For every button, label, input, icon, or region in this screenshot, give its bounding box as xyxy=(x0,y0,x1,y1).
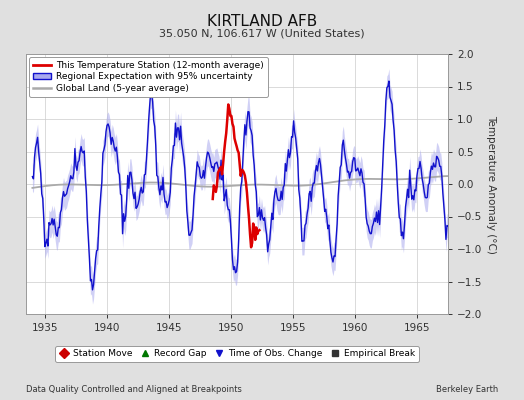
Text: Berkeley Earth: Berkeley Earth xyxy=(435,385,498,394)
Text: Data Quality Controlled and Aligned at Breakpoints: Data Quality Controlled and Aligned at B… xyxy=(26,385,242,394)
Legend: This Temperature Station (12-month average), Regional Expectation with 95% uncer: This Temperature Station (12-month avera… xyxy=(29,57,268,97)
Text: KIRTLAND AFB: KIRTLAND AFB xyxy=(207,14,317,29)
Text: 35.050 N, 106.617 W (United States): 35.050 N, 106.617 W (United States) xyxy=(159,29,365,39)
Legend: Station Move, Record Gap, Time of Obs. Change, Empirical Break: Station Move, Record Gap, Time of Obs. C… xyxy=(55,346,419,362)
Y-axis label: Temperature Anomaly (°C): Temperature Anomaly (°C) xyxy=(486,114,496,254)
